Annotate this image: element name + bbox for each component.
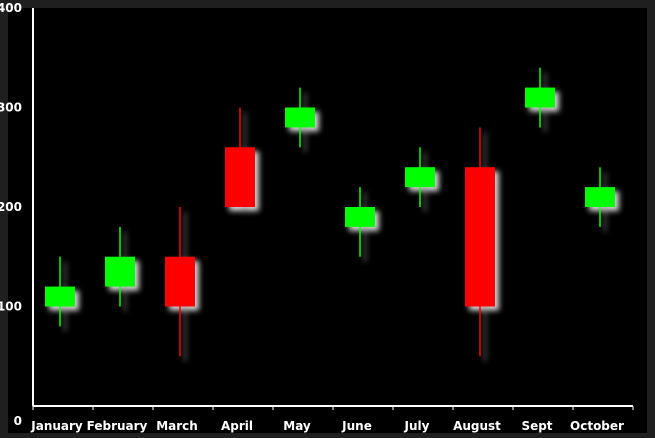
x-tick-label: January xyxy=(30,419,83,433)
x-tick-label: May xyxy=(283,419,311,433)
candle-body-up xyxy=(585,187,615,207)
plot-background xyxy=(8,8,647,433)
x-tick-label: August xyxy=(453,419,501,433)
candle-body-down xyxy=(165,256,195,307)
candle-body-up xyxy=(285,107,315,128)
x-tick-label: April xyxy=(221,419,253,433)
candle-body-up xyxy=(405,167,435,188)
x-tick-label: June xyxy=(341,419,372,433)
candle-body-up xyxy=(105,256,135,287)
x-tick-label: Sept xyxy=(521,419,552,433)
y-tick-label: 400 xyxy=(0,1,22,15)
x-tick-label: February xyxy=(87,419,148,433)
x-tick-label: October xyxy=(570,419,624,433)
candle-layer xyxy=(45,67,615,357)
x-tick-label: March xyxy=(156,419,198,433)
candle-body-up xyxy=(45,286,75,307)
candle-body-down xyxy=(225,147,255,207)
y-tick-label: 0 xyxy=(14,414,22,428)
candle-body-down xyxy=(465,167,495,307)
candle-body-up xyxy=(345,207,375,227)
y-tick-label: 300 xyxy=(0,101,22,115)
x-tick-label: July xyxy=(404,419,430,433)
y-tick-label: 200 xyxy=(0,200,22,214)
axis-layer: 0 100 200 300 400 January February March April Ma… xyxy=(0,1,634,433)
candle-body-up xyxy=(525,87,555,108)
y-tick-label: 100 xyxy=(0,300,22,314)
